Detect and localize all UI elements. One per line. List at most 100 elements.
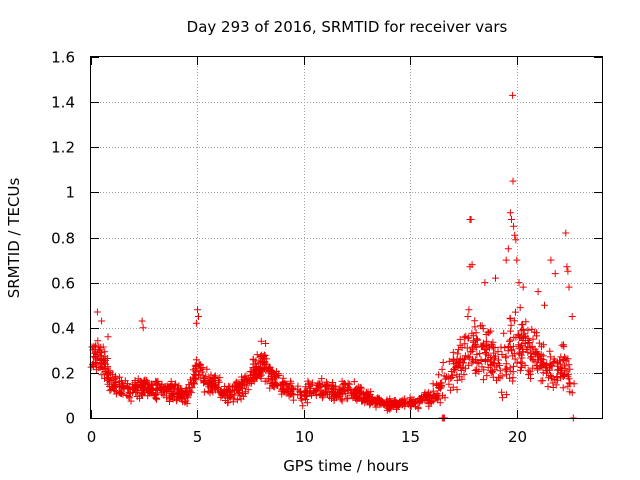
data-point [192, 319, 200, 327]
data-point [518, 321, 526, 329]
x-tick-label: 10 [295, 428, 314, 446]
data-point [139, 324, 147, 332]
data-point [345, 380, 353, 388]
data-point [164, 383, 172, 391]
data-point [165, 387, 173, 395]
data-point [229, 398, 237, 406]
data-point [143, 376, 151, 384]
data-point [458, 375, 466, 383]
data-point [559, 356, 567, 364]
data-point [472, 369, 480, 377]
data-point [453, 356, 461, 364]
data-point [464, 313, 472, 320]
data-point [131, 377, 139, 384]
data-point [405, 398, 413, 406]
data-point [558, 364, 566, 372]
data-point [560, 343, 568, 351]
data-point [303, 399, 311, 407]
data-point [358, 397, 366, 405]
data-point [510, 334, 518, 342]
data-point [558, 341, 566, 349]
data-point [512, 308, 519, 316]
x-tick-label: 15 [401, 428, 420, 446]
data-point [487, 340, 495, 348]
data-point [472, 356, 480, 364]
data-point [92, 354, 100, 362]
data-point [459, 359, 467, 367]
data-point [492, 274, 499, 282]
data-point [559, 372, 567, 380]
data-point [484, 351, 492, 359]
data-point [224, 399, 232, 407]
data-point [566, 388, 574, 396]
x-tick-label: 20 [508, 428, 527, 446]
data-point [511, 231, 519, 239]
data-point [445, 357, 453, 365]
data-point [550, 355, 558, 363]
data-point [361, 399, 369, 407]
data-point [101, 360, 109, 368]
data-point [265, 367, 273, 374]
data-point [510, 222, 518, 230]
data-point [476, 350, 484, 358]
data-point [547, 362, 555, 370]
data-point [447, 386, 455, 394]
data-point [436, 379, 444, 387]
data-point [166, 396, 173, 404]
data-point [330, 386, 338, 394]
y-tick-label: 1.6 [51, 49, 75, 67]
x-tick-label: 0 [87, 428, 97, 446]
data-point [297, 394, 305, 402]
data-point [468, 359, 476, 367]
data-point [226, 388, 234, 396]
data-point [450, 360, 458, 368]
data-point [529, 335, 537, 343]
data-point [399, 396, 407, 404]
data-point [338, 377, 346, 385]
data-point [313, 385, 321, 393]
data-point [513, 256, 521, 264]
data-point [316, 379, 324, 387]
data-point [510, 317, 518, 325]
data-point [489, 359, 497, 367]
data-point [497, 343, 505, 351]
data-point [260, 361, 268, 369]
data-point [500, 329, 508, 337]
data-point [225, 382, 233, 390]
data-point [564, 382, 572, 390]
data-point [357, 389, 364, 396]
data-point [217, 387, 225, 395]
data-point [152, 391, 159, 399]
data-point [498, 388, 506, 396]
y-tick-label: 1.4 [51, 94, 75, 112]
data-point [312, 392, 320, 400]
data-point [96, 355, 104, 363]
data-point [520, 333, 527, 341]
data-point [559, 384, 567, 392]
data-point [456, 335, 464, 343]
data-point [496, 367, 504, 375]
data-point [126, 389, 134, 397]
data-point [519, 348, 527, 356]
data-point [553, 366, 561, 374]
data-point [411, 399, 419, 407]
y-tick-label: 1.2 [51, 139, 75, 157]
data-point [464, 353, 472, 361]
data-point [568, 313, 576, 320]
data-point [421, 396, 429, 404]
data-point [251, 360, 259, 368]
data-point [103, 370, 111, 378]
data-point [122, 382, 130, 390]
data-point [263, 355, 271, 363]
data-point [507, 347, 515, 355]
data-point [318, 390, 326, 398]
data-point [562, 357, 570, 365]
data-point [478, 363, 486, 371]
data-point [317, 387, 325, 395]
data-point [195, 313, 202, 320]
data-point [104, 376, 112, 384]
data-point [192, 376, 200, 384]
data-point [565, 361, 573, 369]
axis-ticks: 0 0.2 0.4 0.6 0.8 1 1.2 1.4 1.6 0 5 10 15 20 [51, 49, 602, 446]
data-point [455, 361, 463, 369]
